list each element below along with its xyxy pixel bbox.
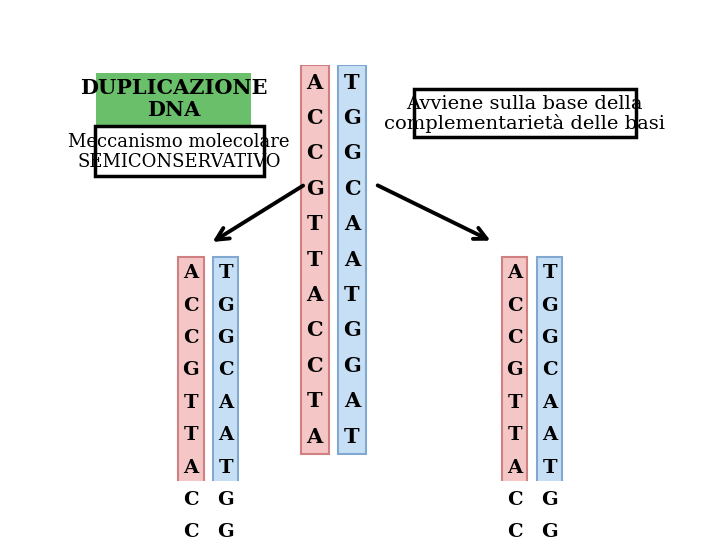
Text: G: G: [506, 361, 523, 380]
Text: C: C: [507, 523, 523, 540]
Text: SEMICONSERVATIVO: SEMICONSERVATIVO: [77, 153, 281, 171]
Text: DUPLICAZIONE: DUPLICAZIONE: [80, 78, 267, 98]
Text: T: T: [218, 265, 233, 282]
Text: C: C: [507, 491, 523, 509]
Text: A: A: [218, 426, 233, 444]
Bar: [338, 65, 366, 455]
Text: A: A: [344, 249, 360, 269]
Text: T: T: [508, 394, 522, 412]
Text: G: G: [217, 297, 234, 315]
Text: T: T: [307, 392, 323, 411]
Text: A: A: [218, 394, 233, 412]
Bar: [213, 257, 238, 540]
Text: T: T: [344, 285, 360, 305]
Text: T: T: [542, 265, 557, 282]
Text: T: T: [542, 458, 557, 476]
Bar: [414, 90, 636, 137]
Text: G: G: [217, 491, 234, 509]
Text: C: C: [307, 108, 323, 128]
Bar: [94, 126, 264, 177]
Text: G: G: [541, 523, 558, 540]
Text: G: G: [217, 329, 234, 347]
Text: A: A: [307, 427, 323, 447]
Text: C: C: [507, 329, 523, 347]
Text: A: A: [507, 265, 522, 282]
Text: T: T: [307, 214, 323, 234]
Text: A: A: [507, 458, 522, 476]
Text: C: C: [507, 297, 523, 315]
Text: C: C: [307, 143, 323, 163]
Text: C: C: [183, 523, 199, 540]
Text: A: A: [183, 265, 198, 282]
Bar: [537, 257, 562, 540]
Text: G: G: [306, 179, 323, 199]
Text: DNA: DNA: [147, 100, 200, 120]
Text: C: C: [183, 297, 199, 315]
Text: A: A: [344, 214, 360, 234]
Text: A: A: [344, 392, 360, 411]
Text: G: G: [343, 143, 361, 163]
Text: C: C: [541, 361, 557, 380]
Text: C: C: [307, 320, 323, 340]
Text: T: T: [307, 249, 323, 269]
Text: C: C: [183, 491, 199, 509]
Text: C: C: [343, 179, 360, 199]
Text: A: A: [542, 394, 557, 412]
Text: T: T: [184, 426, 198, 444]
Bar: [178, 257, 204, 540]
Text: G: G: [217, 523, 234, 540]
Text: T: T: [344, 427, 360, 447]
Text: G: G: [182, 361, 199, 380]
Text: Avviene sulla base della: Avviene sulla base della: [407, 94, 643, 113]
Bar: [502, 257, 528, 540]
Text: A: A: [183, 458, 198, 476]
Text: complementarietà delle basi: complementarietà delle basi: [384, 114, 665, 133]
Text: T: T: [184, 394, 198, 412]
Text: T: T: [508, 426, 522, 444]
Text: G: G: [541, 297, 558, 315]
Text: G: G: [541, 329, 558, 347]
Text: Meccanismo molecolare: Meccanismo molecolare: [68, 133, 290, 151]
Bar: [301, 65, 329, 455]
Bar: [96, 72, 251, 125]
Text: A: A: [307, 72, 323, 92]
Text: G: G: [343, 108, 361, 128]
Text: T: T: [344, 72, 360, 92]
Text: G: G: [343, 356, 361, 376]
Text: T: T: [218, 458, 233, 476]
Text: A: A: [307, 285, 323, 305]
Text: C: C: [183, 329, 199, 347]
Text: C: C: [307, 356, 323, 376]
Text: A: A: [542, 426, 557, 444]
Text: G: G: [343, 320, 361, 340]
Text: G: G: [541, 491, 558, 509]
Text: C: C: [218, 361, 233, 380]
